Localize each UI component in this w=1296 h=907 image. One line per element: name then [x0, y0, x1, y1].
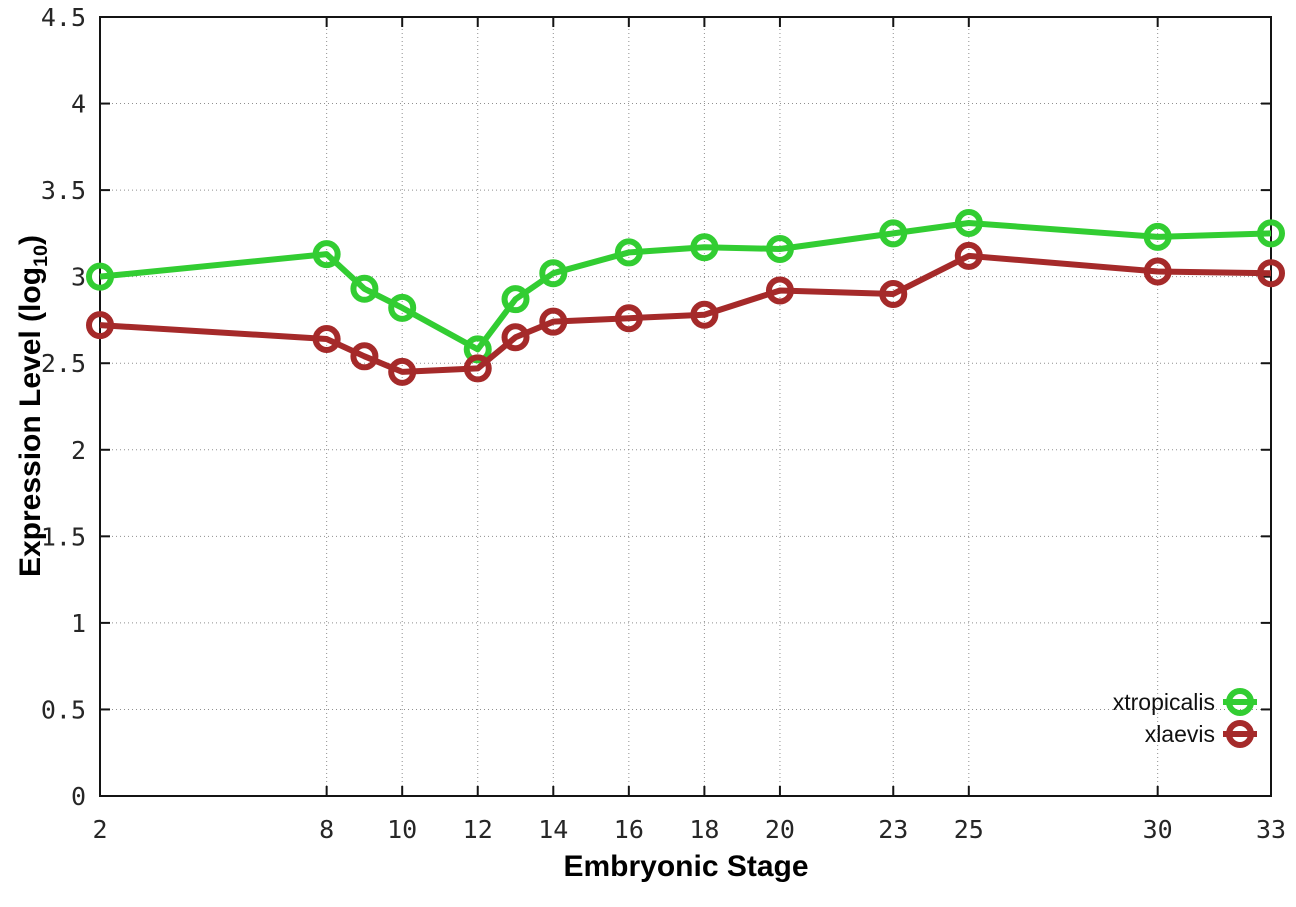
- legend-marker-xlaevis: [1226, 720, 1254, 748]
- x-axis-title: Embryonic Stage: [563, 850, 809, 883]
- y-tick-label: 2: [71, 436, 86, 465]
- x-tick-label: 30: [1143, 815, 1173, 844]
- x-tick-label: 16: [614, 815, 644, 844]
- y-axis-title-text: Expression Level (log: [14, 266, 47, 578]
- data-point-xlaevis: [312, 324, 341, 353]
- data-point-xtropicalis: [1143, 222, 1172, 251]
- data-point-xtropicalis: [350, 274, 379, 303]
- x-tick-label: 25: [954, 815, 984, 844]
- x-tick-label: 23: [878, 815, 908, 844]
- legend-label-xtropicalis: xtropicalis: [1112, 689, 1215, 715]
- data-point-xtropicalis: [388, 293, 417, 322]
- data-point-xlaevis: [614, 304, 643, 333]
- x-tick-label: 20: [765, 815, 795, 844]
- x-tick-label: 18: [689, 815, 719, 844]
- y-tick-label: 0: [71, 782, 86, 811]
- data-point-xlaevis: [350, 342, 379, 371]
- data-point-xtropicalis: [312, 240, 341, 269]
- data-point-xlaevis: [1257, 259, 1285, 288]
- y-tick-label: 1: [71, 609, 86, 638]
- series-line-xlaevis: [99, 252, 1272, 375]
- data-point-xlaevis: [954, 241, 983, 270]
- x-tick-label: 14: [538, 815, 568, 844]
- data-point-xlaevis: [1143, 257, 1172, 286]
- x-tick-label: 8: [319, 815, 334, 844]
- plot-border: [99, 16, 1272, 797]
- x-tick-label: 12: [463, 815, 493, 844]
- y-tick-label: 2.5: [41, 349, 86, 378]
- data-point-xlaevis: [86, 311, 114, 340]
- y-tick-label: 3: [71, 263, 86, 292]
- data-point-xtropicalis: [1257, 219, 1285, 248]
- data-point-xtropicalis: [879, 219, 908, 248]
- x-tick-label: 10: [387, 815, 417, 844]
- data-point-xtropicalis: [765, 234, 794, 263]
- data-point-xtropicalis: [954, 209, 983, 238]
- y-tick-label: 0.5: [41, 695, 86, 724]
- data-point-xlaevis: [501, 323, 530, 352]
- data-point-xlaevis: [879, 279, 908, 308]
- data-point-xtropicalis: [690, 233, 719, 262]
- data-point-xtropicalis: [86, 262, 114, 291]
- series-line-xtropicalis: [99, 220, 1272, 353]
- data-point-xlaevis: [388, 357, 417, 386]
- data-point-xtropicalis: [614, 238, 643, 267]
- y-tick-label: 4.5: [41, 3, 86, 32]
- x-tick-label: 33: [1256, 815, 1286, 844]
- y-tick-label: 1.5: [41, 522, 86, 551]
- y-axis-title: Expression Level (log10): [14, 234, 52, 578]
- data-point-xlaevis: [690, 300, 719, 329]
- data-point-xlaevis: [765, 276, 794, 305]
- data-point-xtropicalis: [539, 259, 568, 288]
- data-point-xlaevis: [463, 354, 492, 383]
- data-point-xlaevis: [539, 307, 568, 336]
- y-axis-title-suffix: ): [14, 234, 47, 245]
- legend-label-xlaevis: xlaevis: [1144, 721, 1215, 747]
- y-tick-label: 4: [71, 90, 86, 119]
- legend-marker-xtropicalis: [1226, 688, 1254, 716]
- x-tick-label: 2: [92, 815, 107, 844]
- data-point-xtropicalis: [501, 285, 530, 314]
- y-tick-label: 3.5: [41, 176, 86, 205]
- y-axis-title-subscript: 10: [30, 244, 52, 267]
